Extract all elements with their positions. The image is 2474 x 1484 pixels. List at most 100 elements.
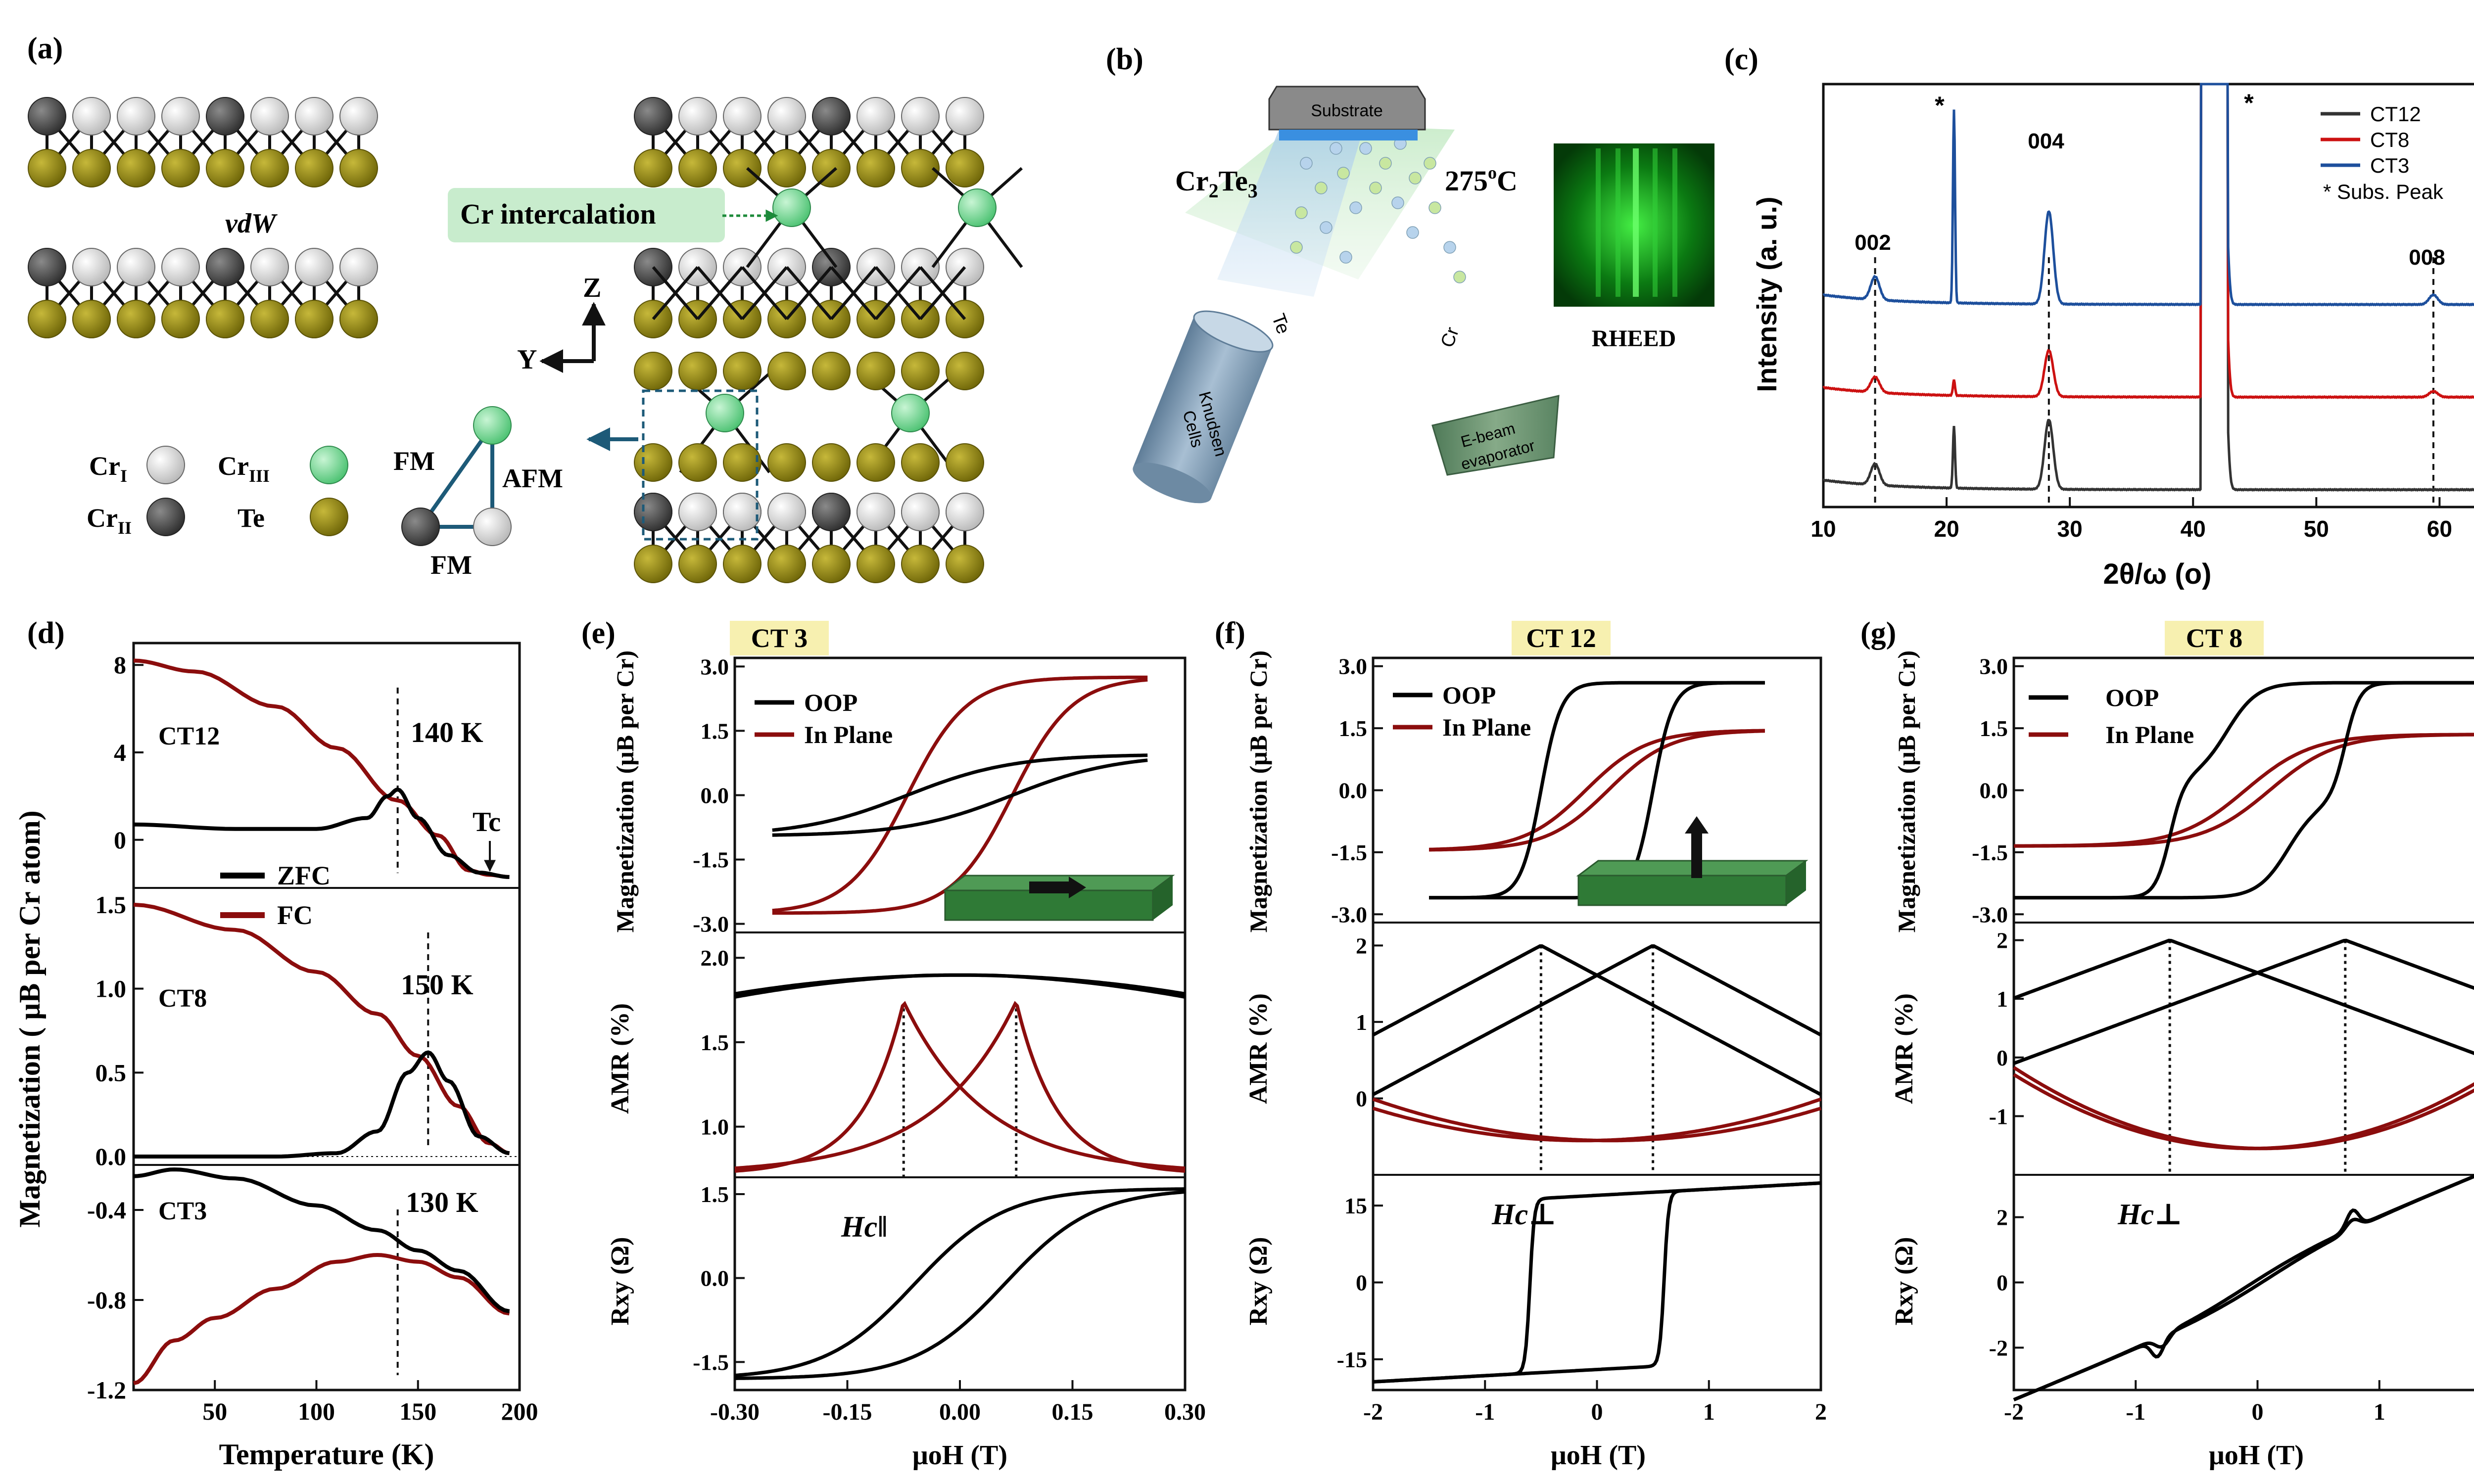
- e-y-tick-label: 0.0: [701, 1266, 729, 1291]
- flux-particle: [1300, 157, 1313, 170]
- d-y-tick-label: -0.8: [87, 1286, 126, 1314]
- right-cr-atom: [856, 493, 895, 531]
- left-top-layer-te-atom: [161, 149, 200, 187]
- g-y-tick-label: 2: [1997, 928, 2008, 953]
- xrd-frame: [1822, 83, 2474, 509]
- f-y-tick-label: -3.0: [1331, 902, 1367, 927]
- right-layer-4-te-atom: [634, 545, 672, 583]
- left-lower-te-atom: [295, 300, 333, 338]
- f-amr-oop-down: [1372, 944, 1822, 1096]
- e-x-label: μoH (T): [912, 1440, 1007, 1471]
- d-fc-curve-ct12: [133, 658, 510, 879]
- y-axis-label: Y: [517, 344, 537, 375]
- flux-particle: [1320, 221, 1332, 234]
- panel-label-d: (d): [27, 616, 65, 650]
- f-y-tick-label: 15: [1344, 1193, 1367, 1218]
- right-cr-atom: [634, 493, 672, 531]
- left-lower-te-atom: [117, 300, 155, 338]
- d-label-ct3: CT3: [158, 1197, 207, 1225]
- right-layer-1-cr-atom: [812, 97, 851, 136]
- right-te-atom: [767, 352, 806, 390]
- d-tc-ct12: 140 K: [411, 716, 483, 748]
- right-layer-1-cr-atom: [678, 97, 717, 136]
- xrd-x-ticks: 10 20 30 40 50 60: [1810, 497, 2452, 542]
- legend-cr2-atom: [146, 498, 185, 536]
- panel-f-ct12: CT 12 -2 -1 0 1 23.01.50.0-1.5-3.0210150-15 …: [1244, 621, 1827, 1471]
- e-legend-inplane: In Plane: [804, 721, 893, 748]
- right-te-atom: [856, 352, 895, 390]
- panel-b-growth-schematic: Substrate Cr2Te3 275oC RHEED Knudsen Cel…: [1133, 86, 1714, 504]
- right-layer-4-te-atom: [901, 545, 940, 583]
- f-y-tick-label: 0.0: [1339, 778, 1368, 803]
- intercalated-cr3-atom: [706, 394, 744, 432]
- flux-particle: [1391, 196, 1404, 209]
- e-legend: OOP In Plane: [755, 689, 893, 748]
- intercalated-cr3-atom: [958, 188, 997, 227]
- f-mag-label: Magnetization (μB per Cr): [1244, 650, 1272, 932]
- panel-d-magnetization-vs-t: 50 100 150 200 0 4 8 0.0 0.5 1.0 1.5 -0.4 -0.8 -1.2 M…: [13, 642, 538, 1471]
- f-x-tick-label: -1: [1475, 1399, 1495, 1425]
- left-top-layer-te-atom: [295, 149, 333, 187]
- d-y-tick-label: -1.2: [87, 1376, 126, 1404]
- e-series: -0.30 -0.15 0.00 0.15 0.30 3.0 1.5 0.0 -1.5 -3.0 1…: [693, 654, 1206, 1425]
- g-y-tick-label: 1: [1997, 986, 2008, 1012]
- f-inplane-loop-down: [1428, 729, 1765, 851]
- d-y-tick-label: -0.4: [87, 1196, 126, 1224]
- right-layer-4-te-atom: [946, 545, 984, 583]
- d-tc-ct8: 150 K: [401, 969, 474, 1001]
- left-mid-layer-cr-atom: [206, 248, 244, 286]
- e-y-tick-label: 1.0: [701, 1114, 729, 1140]
- panel-label-e: (e): [581, 616, 616, 650]
- right-cr-atom: [812, 493, 851, 531]
- coupling-triangle: [417, 419, 494, 529]
- g-title-box: [2165, 621, 2264, 655]
- legend-ct8: CT8: [2370, 128, 2409, 151]
- d-tc-symbol: Tc: [473, 807, 501, 837]
- flux-particle: [1409, 172, 1422, 185]
- g-title: CT 8: [2186, 623, 2243, 653]
- d-y-tick-label: 1.5: [95, 891, 127, 919]
- subs-peak-marker-1: *: [1935, 92, 1945, 119]
- knudsen-cell: [1133, 310, 1274, 504]
- g-rxy-down: [2013, 1174, 2474, 1401]
- left-top-layer-te-atom: [117, 149, 155, 187]
- f-amr-inplane-down: [1372, 1097, 1822, 1143]
- f-title: CT 12: [1526, 623, 1596, 653]
- bond: [785, 266, 833, 320]
- xrd-x-label: 2θ/ω (o): [2103, 558, 2212, 590]
- e-x-tick-label: 0.30: [1164, 1399, 1206, 1425]
- xrd-x-tick-label: 10: [1810, 516, 1836, 542]
- f-x-tick-label: 2: [1815, 1399, 1827, 1425]
- d-fc-curve-ct8: [133, 902, 510, 1156]
- xrd-line-ct8: [1822, 83, 2474, 399]
- flux-particle: [1369, 182, 1382, 194]
- xrd-line-ct12: [1822, 83, 2474, 492]
- right-layer-1-cr-atom: [634, 97, 672, 136]
- panel-label-a: (a): [27, 32, 63, 65]
- bond: [919, 266, 966, 320]
- g-y-tick-label: -2: [1989, 1335, 2008, 1360]
- g-y-tick-label: 0: [1997, 1270, 2008, 1296]
- g-frame: [2012, 656, 2474, 1391]
- left-top-layer-cr-atom: [339, 97, 378, 136]
- g-amr-label: AMR (%): [1890, 993, 1918, 1104]
- right-layer-1-cr-atom: [901, 97, 940, 136]
- panel-c-xrd: 10 20 30 40 50 60 Intensity (a. u.) 2θ/ω (o) …: [1751, 83, 2474, 590]
- d-x-label: Temperature (K): [219, 1438, 434, 1471]
- right-layer-1-cr-atom: [856, 97, 895, 136]
- triangle-cr2-atom: [401, 508, 440, 546]
- material-label: Cr2Te3: [1175, 165, 1258, 202]
- d-zfc-curve-ct8: [134, 1050, 510, 1159]
- intercalation-label: Cr intercalation: [460, 198, 656, 230]
- e-rxy-label: Rxy (Ω): [606, 1237, 634, 1326]
- g-inplane-loop-up: [2014, 733, 2474, 848]
- right-te-atom: [812, 443, 851, 482]
- e-rxy-down: [735, 1190, 1186, 1380]
- left-top-layer-cr-atom: [72, 97, 111, 136]
- g-rxy-up: [2013, 1174, 2474, 1401]
- rheed-streaks: [1596, 148, 1677, 297]
- f-legend-oop: OOP: [1442, 681, 1496, 709]
- substrate-block: [1268, 86, 1426, 131]
